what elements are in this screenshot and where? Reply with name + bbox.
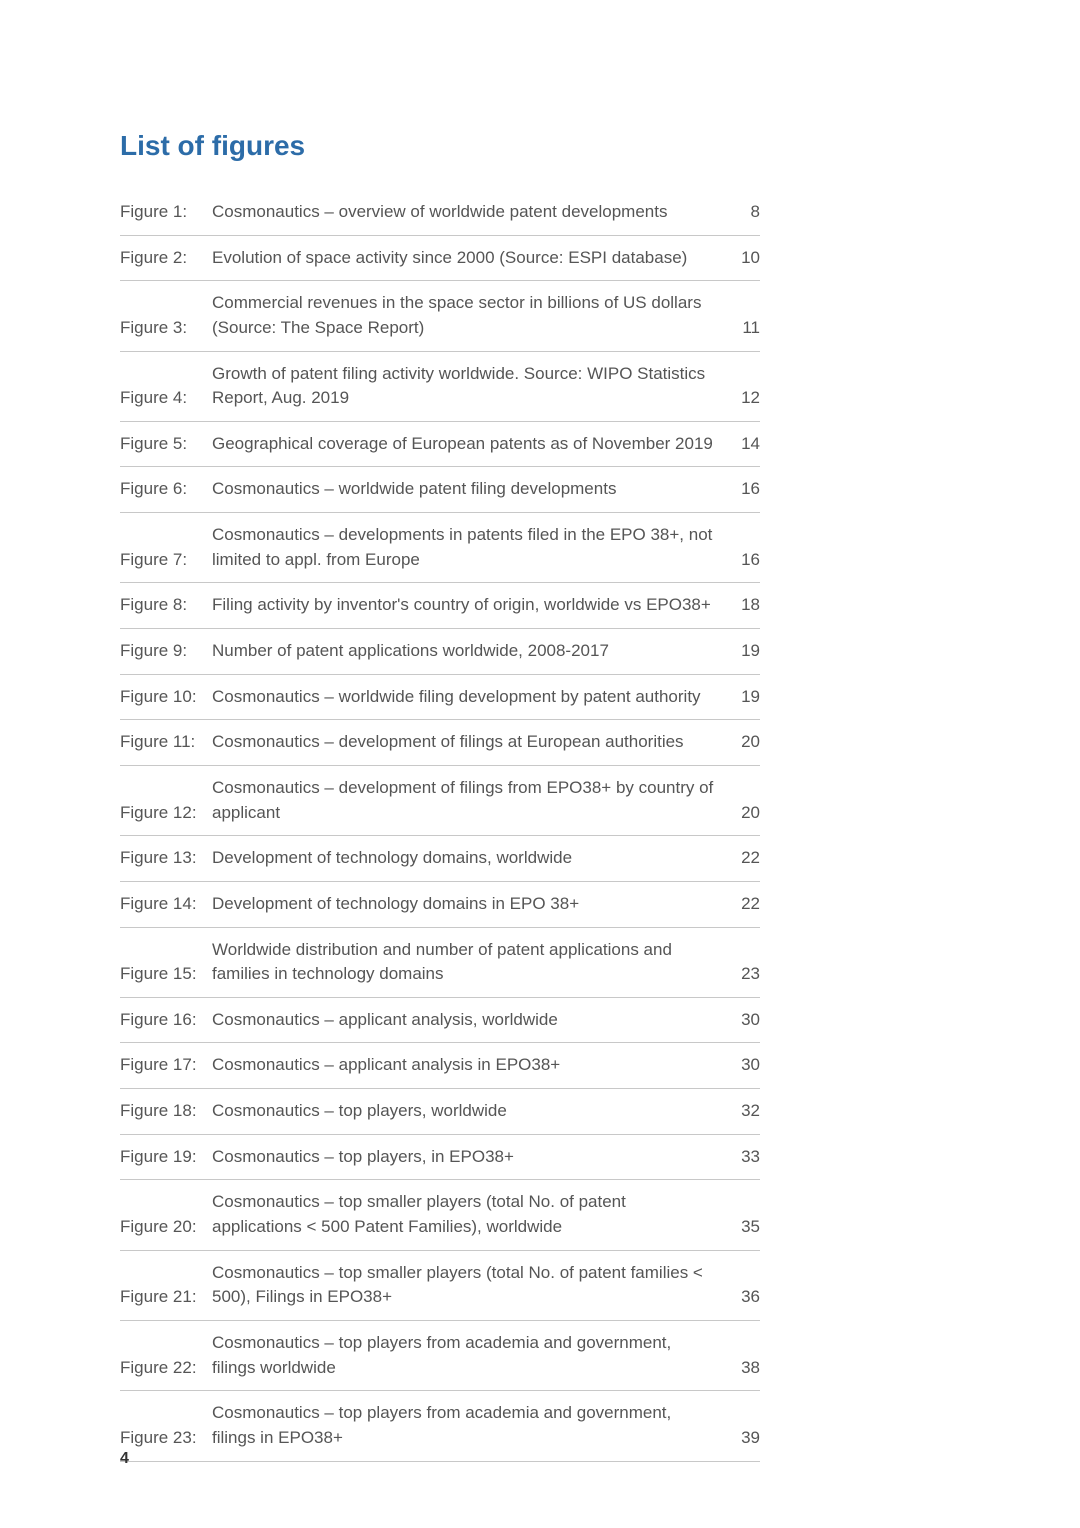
figure-page: 20 <box>730 730 760 755</box>
figure-label: Figure 15: <box>120 962 212 987</box>
figure-page: 18 <box>730 593 760 618</box>
figure-label: Figure 14: <box>120 892 212 917</box>
figure-label: Figure 19: <box>120 1145 212 1170</box>
figure-description: Cosmonautics – top players from academia… <box>212 1331 730 1380</box>
figure-label: Figure 3: <box>120 316 212 341</box>
figure-row: Figure 16:Cosmonautics – applicant analy… <box>120 998 760 1044</box>
figure-label: Figure 5: <box>120 432 212 457</box>
figure-row: Figure 14:Development of technology doma… <box>120 882 760 928</box>
figure-description: Cosmonautics – top players, worldwide <box>212 1099 730 1124</box>
figure-page: 39 <box>730 1426 760 1451</box>
figure-label: Figure 13: <box>120 846 212 871</box>
figure-description: Cosmonautics – top smaller players (tota… <box>212 1261 730 1310</box>
page-title: List of figures <box>120 130 960 162</box>
figure-row: Figure 19:Cosmonautics – top players, in… <box>120 1135 760 1181</box>
figure-page: 12 <box>730 386 760 411</box>
figure-label: Figure 8: <box>120 593 212 618</box>
figure-row: Figure 7:Cosmonautics – developments in … <box>120 513 760 583</box>
figure-description: Cosmonautics – worldwide patent filing d… <box>212 477 730 502</box>
figure-page: 8 <box>730 200 760 225</box>
figure-label: Figure 16: <box>120 1008 212 1033</box>
figure-label: Figure 22: <box>120 1356 212 1381</box>
figure-page: 16 <box>730 548 760 573</box>
figure-row: Figure 3:Commercial revenues in the spac… <box>120 281 760 351</box>
figure-label: Figure 11: <box>120 730 212 755</box>
figure-row: Figure 17:Cosmonautics – applicant analy… <box>120 1043 760 1089</box>
figure-page: 35 <box>730 1215 760 1240</box>
figure-row: Figure 6:Cosmonautics – worldwide patent… <box>120 467 760 513</box>
figure-row: Figure 2:Evolution of space activity sin… <box>120 236 760 282</box>
figure-description: Development of technology domains in EPO… <box>212 892 730 917</box>
figure-label: Figure 17: <box>120 1053 212 1078</box>
figure-row: Figure 1:Cosmonautics – overview of worl… <box>120 190 760 236</box>
figure-label: Figure 20: <box>120 1215 212 1240</box>
figure-page: 16 <box>730 477 760 502</box>
figure-label: Figure 21: <box>120 1285 212 1310</box>
figure-row: Figure 9:Number of patent applications w… <box>120 629 760 675</box>
figure-label: Figure 12: <box>120 801 212 826</box>
figure-row: Figure 12:Cosmonautics – development of … <box>120 766 760 836</box>
figure-row: Figure 22:Cosmonautics – top players fro… <box>120 1321 760 1391</box>
figure-page: 14 <box>730 432 760 457</box>
figure-page: 36 <box>730 1285 760 1310</box>
figure-row: Figure 18:Cosmonautics – top players, wo… <box>120 1089 760 1135</box>
figure-label: Figure 1: <box>120 200 212 225</box>
figure-description: Commercial revenues in the space sector … <box>212 291 730 340</box>
figure-page: 22 <box>730 846 760 871</box>
figure-label: Figure 9: <box>120 639 212 664</box>
figure-row: Figure 10:Cosmonautics – worldwide filin… <box>120 675 760 721</box>
figure-row: Figure 4:Growth of patent filing activit… <box>120 352 760 422</box>
figure-description: Evolution of space activity since 2000 (… <box>212 246 730 271</box>
figure-label: Figure 23: <box>120 1426 212 1451</box>
figure-description: Geographical coverage of European patent… <box>212 432 730 457</box>
figure-label: Figure 6: <box>120 477 212 502</box>
figure-description: Number of patent applications worldwide,… <box>212 639 730 664</box>
figure-page: 22 <box>730 892 760 917</box>
figure-description: Cosmonautics – top players, in EPO38+ <box>212 1145 730 1170</box>
figure-page: 30 <box>730 1008 760 1033</box>
figure-row: Figure 5:Geographical coverage of Europe… <box>120 422 760 468</box>
figure-label: Figure 10: <box>120 685 212 710</box>
figure-label: Figure 2: <box>120 246 212 271</box>
figure-description: Cosmonautics – developments in patents f… <box>212 523 730 572</box>
figure-row: Figure 11:Cosmonautics – development of … <box>120 720 760 766</box>
figure-page: 33 <box>730 1145 760 1170</box>
figure-description: Cosmonautics – applicant analysis, world… <box>212 1008 730 1033</box>
figure-page: 20 <box>730 801 760 826</box>
figure-label: Figure 7: <box>120 548 212 573</box>
figure-row: Figure 20:Cosmonautics – top smaller pla… <box>120 1180 760 1250</box>
figure-page: 10 <box>730 246 760 271</box>
figure-description: Cosmonautics – overview of worldwide pat… <box>212 200 730 225</box>
page-number: 4 <box>120 1450 129 1468</box>
figure-description: Filing activity by inventor's country of… <box>212 593 730 618</box>
figure-description: Worldwide distribution and number of pat… <box>212 938 730 987</box>
figure-row: Figure 15:Worldwide distribution and num… <box>120 928 760 998</box>
figure-page: 19 <box>730 639 760 664</box>
figure-list: Figure 1:Cosmonautics – overview of worl… <box>120 190 760 1462</box>
figure-description: Cosmonautics – development of filings fr… <box>212 776 730 825</box>
figure-page: 19 <box>730 685 760 710</box>
figure-page: 32 <box>730 1099 760 1124</box>
figure-page: 38 <box>730 1356 760 1381</box>
figure-label: Figure 4: <box>120 386 212 411</box>
figure-row: Figure 8:Filing activity by inventor's c… <box>120 583 760 629</box>
figure-description: Cosmonautics – applicant analysis in EPO… <box>212 1053 730 1078</box>
figure-description: Growth of patent filing activity worldwi… <box>212 362 730 411</box>
figure-description: Cosmonautics – top smaller players (tota… <box>212 1190 730 1239</box>
figure-label: Figure 18: <box>120 1099 212 1124</box>
figure-row: Figure 13:Development of technology doma… <box>120 836 760 882</box>
figure-description: Cosmonautics – worldwide filing developm… <box>212 685 730 710</box>
figure-row: Figure 21:Cosmonautics – top smaller pla… <box>120 1251 760 1321</box>
figure-description: Cosmonautics – top players from academia… <box>212 1401 730 1450</box>
figure-page: 11 <box>730 316 760 341</box>
figure-row: Figure 23:Cosmonautics – top players fro… <box>120 1391 760 1461</box>
figure-description: Development of technology domains, world… <box>212 846 730 871</box>
figure-description: Cosmonautics – development of filings at… <box>212 730 730 755</box>
figure-page: 30 <box>730 1053 760 1078</box>
figure-page: 23 <box>730 962 760 987</box>
